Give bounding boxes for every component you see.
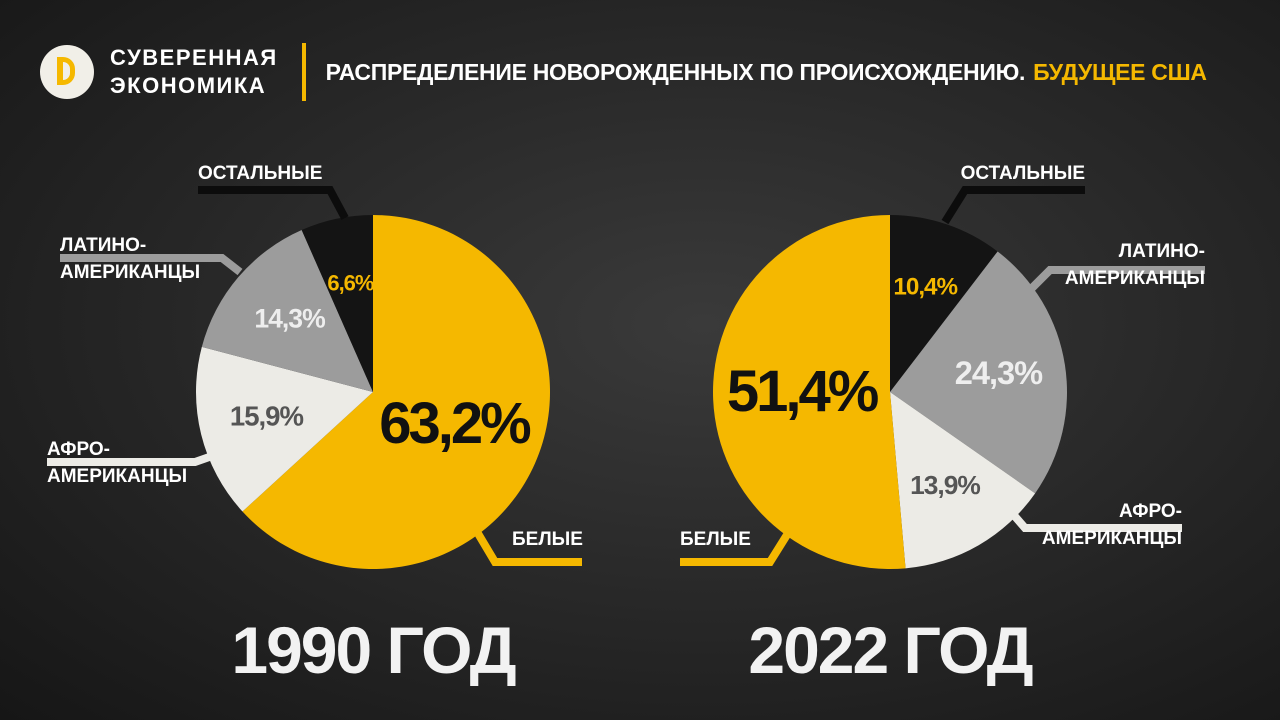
value-label: 14,3% bbox=[254, 304, 325, 334]
pie-slice bbox=[201, 230, 373, 392]
title-highlight: БУДУЩЕЕ США bbox=[1033, 58, 1207, 85]
logo bbox=[40, 45, 94, 99]
category-label: ЛАТИНО- АМЕРИКАНЦЫ bbox=[1064, 241, 1205, 289]
category-label: ЛАТИНО- АМЕРИКАНЦЫ bbox=[60, 235, 201, 283]
pie-slice bbox=[301, 215, 373, 392]
value-label: 13,9% bbox=[910, 470, 980, 500]
value-label: 51,4% bbox=[727, 359, 879, 424]
category-label: ОСТАЛЬНЫЕ bbox=[198, 163, 323, 184]
pie bbox=[713, 215, 1067, 569]
brand-line: СУВЕРЕННАЯ bbox=[110, 45, 278, 70]
chart-title: 1990 ГОД bbox=[231, 613, 516, 687]
leader-line bbox=[941, 186, 1085, 225]
pie-slice bbox=[890, 392, 1036, 569]
brand: СУВЕРЕННАЯ ЭКОНОМИКА bbox=[110, 44, 278, 100]
value-label: 24,3% bbox=[955, 355, 1043, 391]
leader-line bbox=[47, 451, 217, 466]
title: РАСПРЕДЕЛЕНИЕ НОВОРОЖДЕННЫХ ПО ПРОИСХОЖД… bbox=[326, 59, 1207, 86]
leader-line bbox=[198, 186, 349, 220]
category-label: ОСТАЛЬНЫЕ bbox=[960, 163, 1085, 184]
value-label: 6,6% bbox=[327, 270, 374, 295]
category-label: БЕЛЫЕ bbox=[680, 529, 751, 550]
pie-slice bbox=[242, 215, 550, 569]
leader-line bbox=[1027, 266, 1205, 293]
leader-line bbox=[680, 527, 794, 566]
leader-line bbox=[60, 254, 243, 276]
category-label: АФРО- АМЕРИКАНЦЫ bbox=[47, 439, 188, 487]
category-label: АФРО- АМЕРИКАНЦЫ bbox=[1041, 501, 1182, 549]
value-label: 10,4% bbox=[893, 273, 957, 300]
header: СУВЕРЕННАЯ ЭКОНОМИКА РАСПРЕДЕЛЕНИЕ НОВОР… bbox=[40, 40, 1207, 104]
pie bbox=[196, 215, 550, 569]
title-text: РАСПРЕДЕЛЕНИЕ НОВОРОЖДЕННЫХ ПО ПРОИСХОЖД… bbox=[325, 58, 1026, 85]
chart-title: 2022 ГОД bbox=[748, 613, 1033, 687]
separator bbox=[301, 43, 306, 101]
category-label: БЕЛЫЕ bbox=[512, 529, 583, 550]
value-label: 15,9% bbox=[230, 401, 304, 432]
pie-slice bbox=[890, 251, 1067, 494]
leader-line bbox=[466, 517, 582, 566]
pie-slice bbox=[196, 346, 373, 512]
pie-slice bbox=[890, 215, 998, 392]
pie-slice bbox=[713, 215, 906, 569]
brand-line: ЭКОНОМИКА bbox=[110, 73, 267, 98]
leader-line bbox=[1001, 502, 1182, 532]
value-label: 63,2% bbox=[379, 391, 531, 456]
